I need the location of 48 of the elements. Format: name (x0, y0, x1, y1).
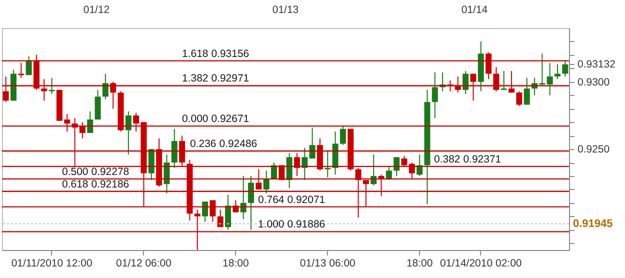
ref-line-label: 0.236 0.92486 (190, 138, 258, 150)
ref-line-label: 0.618 0.92186 (62, 178, 130, 190)
x-tick-label: 01/12 06:00 (116, 258, 172, 270)
candlestick (462, 70, 469, 94)
candlestick (516, 90, 522, 107)
x-tick-label: 18:00 (222, 258, 249, 270)
candlestick (202, 201, 208, 222)
ref-line-label: 1.000 0.91886 (258, 218, 326, 231)
candlestick (225, 194, 232, 230)
text: 01/14 (461, 4, 488, 16)
candlestick (263, 170, 270, 194)
candlestick (432, 72, 438, 119)
ref-line-label: 1.382 0.92971 (182, 72, 250, 85)
ref-line-label: 0.500 0.92278 (62, 166, 130, 178)
x-tick-label: 01/14/2010 02:00 (440, 258, 522, 270)
candlestick (164, 154, 170, 194)
y-tick-label: 0.9250 (578, 144, 610, 156)
y-tick-label: 0.9300 (578, 76, 610, 88)
ref-line-label: 0.000 0.92671 (182, 113, 250, 126)
ref-line-label: 0.382 0.92371 (434, 153, 502, 166)
candlestick (524, 77, 530, 106)
candlestick (248, 176, 254, 230)
candlestick (309, 127, 316, 160)
candlestick (87, 110, 94, 134)
candlestick (125, 110, 132, 155)
x-tick-label: 01/13 06:00 (300, 258, 356, 270)
candlestick (26, 56, 32, 76)
candlestick (324, 150, 331, 178)
candlestick (171, 128, 178, 168)
candlestick (386, 166, 392, 181)
candlestick (302, 147, 308, 181)
candlestick (394, 156, 400, 176)
ref-line-label: 0.91945 (573, 218, 613, 230)
candlestick (286, 152, 292, 189)
candlestick (546, 62, 553, 96)
candlestick (562, 60, 568, 77)
text: 01/13 (272, 4, 299, 16)
text: 01/12 (83, 4, 110, 16)
ref-line-label: 0.764 0.92071 (258, 194, 326, 206)
candlestick (500, 70, 507, 90)
candlestick (94, 89, 101, 120)
candlestick (554, 64, 561, 80)
y-tick-label: 0.93132 (578, 58, 616, 71)
ref-line-label: 1.618 0.93156 (182, 48, 250, 60)
candlestick (416, 154, 423, 176)
x-tick-label: 01/11/2010 12:00 (11, 258, 92, 270)
x-tick-label: 18:00 (406, 258, 433, 270)
candlestick (340, 126, 346, 146)
